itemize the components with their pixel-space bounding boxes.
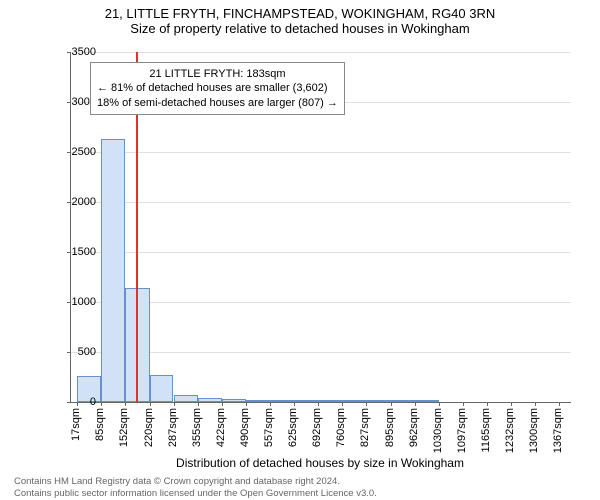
xtick-label: 355sqm <box>191 408 203 447</box>
annotation-box: 21 LITTLE FRYTH: 183sqm← 81% of detached… <box>90 62 345 115</box>
gridline-h <box>71 252 571 253</box>
xtick-mark <box>391 402 392 406</box>
xtick-label: 152sqm <box>118 408 130 447</box>
ytick-label: 2500 <box>56 146 96 158</box>
annotation-smaller: ← 81% of detached houses are smaller (3,… <box>97 81 338 95</box>
xtick-label: 1367sqm <box>552 408 564 453</box>
xtick-label: 962sqm <box>408 408 420 447</box>
histogram-bar <box>198 398 222 403</box>
gridline-h <box>71 152 571 153</box>
xtick-label: 1030sqm <box>432 408 444 453</box>
histogram-bar <box>366 400 390 402</box>
xtick-label: 1097sqm <box>456 408 468 453</box>
xtick-mark <box>439 402 440 406</box>
xtick-label: 760sqm <box>335 408 347 447</box>
xtick-label: 827sqm <box>359 408 371 447</box>
xtick-label: 1165sqm <box>480 408 492 452</box>
xtick-label: 625sqm <box>287 408 299 447</box>
xtick-mark <box>174 402 175 406</box>
xtick-mark <box>487 402 488 406</box>
xtick-label: 17sqm <box>70 408 82 441</box>
histogram-bar <box>342 400 366 402</box>
histogram-bar <box>294 400 318 402</box>
histogram-bar <box>415 400 439 402</box>
histogram-bar <box>246 400 270 402</box>
xtick-mark <box>294 402 295 406</box>
ytick-label: 1000 <box>56 296 96 308</box>
xtick-mark <box>125 402 126 406</box>
xtick-mark <box>318 402 319 406</box>
histogram-bar <box>150 375 174 402</box>
xtick-label: 1232sqm <box>504 408 516 453</box>
histogram-bar <box>101 139 125 402</box>
histogram-bar <box>270 400 294 402</box>
histogram-bar <box>318 400 342 402</box>
xtick-label: 220sqm <box>143 408 155 447</box>
xtick-mark <box>101 402 102 406</box>
histogram-bar <box>174 395 198 402</box>
footer-line-2: Contains public sector information licen… <box>14 488 377 499</box>
xtick-mark <box>246 402 247 406</box>
xtick-label: 692sqm <box>311 408 323 447</box>
xtick-mark <box>559 402 560 406</box>
title-sub: Size of property relative to detached ho… <box>0 21 600 36</box>
footer-line-1: Contains HM Land Registry data © Crown c… <box>14 476 377 487</box>
histogram-bar <box>391 400 415 402</box>
xtick-label: 422sqm <box>215 408 227 447</box>
gridline-h <box>71 202 571 203</box>
xtick-label: 287sqm <box>167 408 179 447</box>
xtick-label: 1300sqm <box>528 408 540 453</box>
xtick-mark <box>222 402 223 406</box>
ytick-label: 1500 <box>56 246 96 258</box>
xtick-mark <box>463 402 464 406</box>
xtick-mark <box>270 402 271 406</box>
xtick-label: 895sqm <box>384 408 396 447</box>
footer-attribution: Contains HM Land Registry data © Crown c… <box>14 476 377 499</box>
annotation-title: 21 LITTLE FRYTH: 183sqm <box>97 67 338 81</box>
ytick-label: 500 <box>56 346 96 358</box>
gridline-h <box>71 52 571 53</box>
xtick-mark <box>150 402 151 406</box>
annotation-larger: 18% of semi-detached houses are larger (… <box>97 96 338 110</box>
x-axis-label: Distribution of detached houses by size … <box>70 456 570 470</box>
chart-container: 21, LITTLE FRYTH, FINCHAMPSTEAD, WOKINGH… <box>0 0 600 500</box>
ytick-label: 3500 <box>56 46 96 58</box>
xtick-mark <box>342 402 343 406</box>
xtick-mark <box>415 402 416 406</box>
xtick-mark <box>535 402 536 406</box>
xtick-label: 490sqm <box>239 408 251 447</box>
xtick-mark <box>511 402 512 406</box>
histogram-bar <box>222 399 246 403</box>
ytick-label: 2000 <box>56 196 96 208</box>
xtick-mark <box>198 402 199 406</box>
xtick-label: 85sqm <box>94 408 106 441</box>
title-main: 21, LITTLE FRYTH, FINCHAMPSTEAD, WOKINGH… <box>0 0 600 21</box>
xtick-mark <box>366 402 367 406</box>
ytick-label: 0 <box>56 396 96 408</box>
xtick-label: 557sqm <box>263 408 275 447</box>
